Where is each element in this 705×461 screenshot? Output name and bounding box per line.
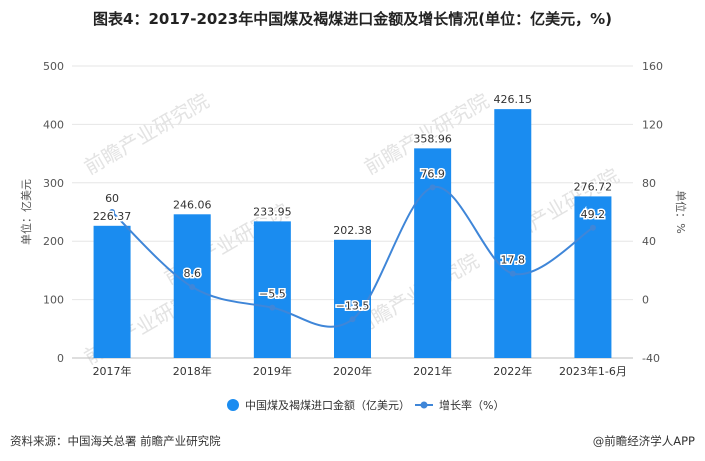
x-tick-label: 2023年1-6月 — [559, 364, 627, 378]
bar — [414, 148, 452, 358]
y-right-axis-title: 单位：% — [674, 190, 688, 233]
bar-value-label: 226.37 — [93, 210, 132, 223]
growth-rate-point — [269, 304, 276, 311]
growth-rate-point — [589, 224, 596, 231]
y-right-tick-label: 0 — [642, 294, 649, 307]
bar — [494, 109, 532, 358]
y-left-tick-label: 500 — [43, 60, 64, 73]
x-tick-label: 2022年 — [493, 364, 532, 378]
y-left-tick-label: 300 — [43, 177, 64, 190]
y-right-tick-label: 120 — [642, 118, 663, 131]
bar-value-label: 426.15 — [494, 93, 533, 106]
source-note: 资料来源：中国海关总署 前瞻产业研究院 — [10, 434, 221, 448]
growth-rate-label: −13.5 — [336, 299, 370, 312]
y-left-tick-label: 100 — [43, 294, 64, 307]
chart-svg: 前瞻产业研究院前瞻产业研究院前瞻产业研究院前瞻产业研究院前瞻产业研究院前瞻产业研… — [19, 60, 688, 412]
growth-rate-point — [189, 284, 196, 291]
bar-value-label: 233.95 — [253, 205, 292, 218]
legend-line-dot — [420, 401, 428, 409]
x-tick-label: 2020年 — [333, 364, 372, 378]
legend-bar-marker — [227, 399, 239, 411]
bar-value-label: 246.06 — [173, 198, 212, 211]
y-right-tick-label: 80 — [642, 177, 656, 190]
bar — [93, 225, 131, 358]
growth-rate-point — [109, 209, 116, 215]
legend-bar-label: 中国煤及褐煤进口金额（亿美元） — [245, 398, 410, 412]
brand-note: @前瞻经济学人APP — [592, 434, 695, 448]
growth-rate-point — [349, 316, 356, 323]
legend-line-label: 增长率（%） — [439, 398, 504, 412]
x-tick-label: 2019年 — [253, 364, 292, 378]
bar — [253, 221, 291, 358]
growth-rate-label: 8.6 — [183, 267, 201, 280]
bar — [574, 196, 612, 358]
x-tick-label: 2018年 — [173, 364, 212, 378]
y-left-tick-label: 400 — [43, 118, 64, 131]
chart-title: 图表4：2017-2023年中国煤及褐煤进口金额及增长情况(单位：亿美元，%) — [93, 10, 612, 28]
x-tick-label: 2017年 — [93, 364, 132, 378]
growth-rate-label: −5.5 — [259, 288, 286, 301]
bar-value-label: 358.96 — [413, 132, 452, 145]
growth-rate-point — [429, 184, 436, 191]
growth-rate-point — [509, 270, 516, 277]
y-left-axis-title: 单位：亿美元 — [19, 179, 33, 245]
growth-rate-label: 49.2 — [581, 208, 606, 221]
y-left-tick-label: 0 — [57, 352, 64, 365]
y-right-tick-label: 40 — [642, 235, 656, 248]
x-tick-label: 2021年 — [413, 364, 452, 378]
watermark-text: 前瞻产业研究院 — [80, 89, 213, 180]
growth-rate-label: 76.9 — [420, 167, 445, 180]
bar-value-label: 276.72 — [574, 180, 613, 193]
growth-rate-label: 17.8 — [501, 254, 526, 267]
y-right-tick-label: 160 — [642, 60, 663, 73]
bar-value-label: 202.38 — [333, 224, 372, 237]
y-left-tick-label: 200 — [43, 235, 64, 248]
bar — [334, 239, 371, 358]
y-right-tick-label: -40 — [642, 352, 660, 365]
growth-rate-label: 60 — [105, 192, 119, 205]
